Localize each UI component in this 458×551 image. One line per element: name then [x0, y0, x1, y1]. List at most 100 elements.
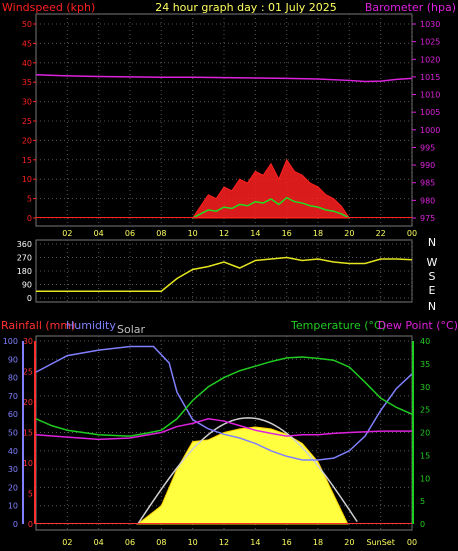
humidity-series — [35, 345, 413, 461]
data-layer — [35, 74, 413, 525]
lower-x-tick-label: 08 — [156, 538, 166, 547]
lower-x-tick-label: 04 — [94, 538, 104, 547]
compass-label: E — [429, 284, 436, 297]
humidity-tick-label: 10 — [8, 502, 18, 511]
wind-tick-label: 25 — [22, 117, 32, 126]
wind-tick-label: 45 — [22, 39, 32, 48]
barometer-tick-label: 1030 — [420, 20, 440, 29]
humidity-tick-label: 70 — [8, 392, 18, 401]
rain-tick-label: 0 — [28, 520, 33, 529]
wind-tick-label: 0 — [27, 214, 32, 223]
lower-x-tick-label: 18 — [313, 538, 323, 547]
compass-label: W — [427, 256, 438, 269]
barometer-tick-label: 1025 — [420, 38, 440, 47]
direction-tick-label: 90 — [22, 281, 32, 290]
direction-tick-label: 270 — [17, 254, 32, 263]
humidity-tick-label: 60 — [8, 410, 18, 419]
wind-tick-label: 5 — [27, 195, 32, 204]
direction-tick-label: 0 — [27, 294, 32, 303]
barometer-tick-label: 1000 — [420, 126, 440, 135]
compass-label: N — [428, 300, 436, 313]
temperature-tick-label: 35 — [420, 360, 430, 369]
rain-tick-label: 25 — [23, 368, 33, 377]
temperature-tick-label: 15 — [420, 451, 430, 460]
rain-tick-label: 30 — [23, 337, 33, 346]
wind-x-tick-label: 18 — [313, 229, 323, 238]
humidity-tick-label: 20 — [8, 483, 18, 492]
wind-x-tick-label: 20 — [344, 229, 354, 238]
barometer-tick-label: 980 — [420, 196, 435, 205]
wind-tick-label: 50 — [22, 20, 32, 29]
humidity-tick-label: 50 — [8, 429, 18, 438]
lower-x-tick-label: 10 — [188, 538, 198, 547]
barometer-tick-label: 1020 — [420, 55, 440, 64]
lower-x-tick-label: 00 — [407, 538, 417, 547]
solar-max-curve — [137, 417, 358, 525]
wind-x-tick-label: 10 — [188, 229, 198, 238]
direction-tick-label: 360 — [17, 240, 32, 249]
temperature-tick-label: 0 — [420, 520, 425, 529]
dewpoint-series — [35, 418, 412, 441]
wind-x-tick-label: 02 — [62, 229, 72, 238]
humidity-tick-label: 30 — [8, 465, 18, 474]
barometer-tick-label: 975 — [420, 214, 435, 223]
wind-x-tick-label: 16 — [282, 229, 292, 238]
barometer-tick-label: 1015 — [420, 73, 440, 82]
lower-x-tick-label: 12 — [219, 538, 229, 547]
solar-axis-label: Solar — [117, 323, 146, 336]
temperature-tick-label: 30 — [420, 383, 430, 392]
wind-x-tick-label: 06 — [125, 229, 135, 238]
wind-tick-label: 10 — [22, 175, 32, 184]
temperature-tick-label: 25 — [420, 406, 430, 415]
compass-label: N — [428, 236, 436, 249]
humidity-tick-label: 100 — [3, 337, 18, 346]
rainfall-axis-label: Rainfall (mm) — [1, 319, 75, 332]
solar-series — [136, 426, 349, 525]
humidity-tick-label: 0 — [13, 520, 18, 529]
windspeed-series — [191, 158, 351, 219]
temperature-tick-label: 5 — [420, 497, 425, 506]
tick-layer: 0510152025303540455097598098599099510001… — [3, 20, 441, 547]
lower-x-tick-label: 20 — [344, 538, 354, 547]
wind-tick-label: 35 — [22, 78, 32, 87]
wind-x-tick-label: 04 — [94, 229, 104, 238]
compass-label: S — [429, 270, 436, 283]
lower-x-tick-label: 06 — [125, 538, 135, 547]
windspeed-axis-label: Windspeed (kph) — [2, 1, 95, 14]
wind-x-tick-label: 08 — [156, 229, 166, 238]
lower-x-tick-label: 02 — [62, 538, 72, 547]
temperature-tick-label: 10 — [420, 474, 430, 483]
rain-tick-label: 15 — [23, 429, 33, 438]
temperature-series — [35, 356, 413, 437]
wind-direction-series — [36, 256, 413, 292]
rain-tick-label: 10 — [23, 459, 33, 468]
rain-tick-label: 20 — [23, 398, 33, 407]
wind-tick-label: 40 — [22, 59, 32, 68]
barometer-tick-label: 995 — [420, 143, 435, 152]
lower-x-tick-label: SunSet — [366, 538, 394, 547]
rain-tick-label: 5 — [28, 490, 33, 499]
humidity-tick-label: 90 — [8, 355, 18, 364]
wind-x-tick-label: 22 — [376, 229, 386, 238]
lower-x-tick-label: 16 — [282, 538, 292, 547]
direction-tick-label: 180 — [17, 267, 32, 276]
wind-tick-label: 30 — [22, 98, 32, 107]
lower-x-tick-label: 14 — [250, 538, 260, 547]
barometer-axis-label: Barometer (hpa) — [365, 1, 456, 14]
humidity-tick-label: 40 — [8, 447, 18, 456]
barometer-tick-label: 1010 — [420, 91, 440, 100]
wind-x-tick-label: 12 — [219, 229, 229, 238]
wind-tick-label: 20 — [22, 136, 32, 145]
temperature-axis-label: Temperature (°C) — [290, 319, 386, 332]
barometer-tick-label: 1005 — [420, 108, 440, 117]
barometer-tick-label: 990 — [420, 161, 435, 170]
wind-average-series — [192, 196, 350, 219]
wind-tick-label: 15 — [22, 156, 32, 165]
humidity-axis-label: Humidity — [66, 319, 116, 332]
barometer-series — [35, 74, 413, 83]
humidity-tick-label: 80 — [8, 374, 18, 383]
wind-x-tick-label: 14 — [250, 229, 260, 238]
temperature-tick-label: 20 — [420, 429, 430, 438]
dewpoint-axis-label: Dew Point (°C) — [378, 319, 458, 332]
